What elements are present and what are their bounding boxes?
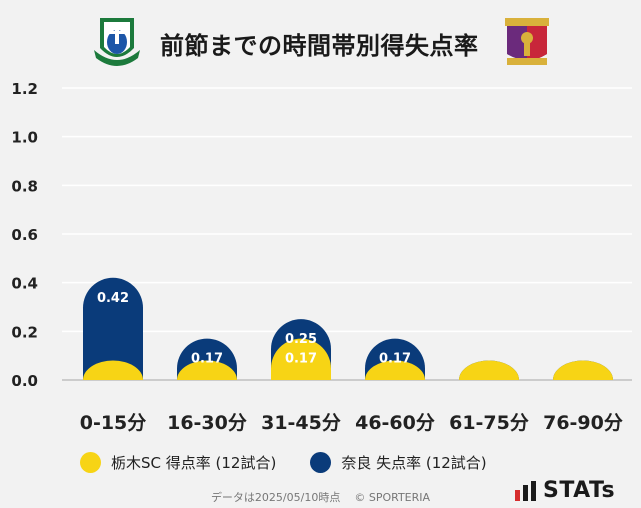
bar-home (83, 360, 143, 380)
bar-home (365, 360, 425, 380)
y-tick-label: 1.0 (11, 129, 38, 147)
legend-label-home: 栃木SC 得点率 (12試合) (111, 453, 277, 472)
y-tick-label: 1.2 (11, 80, 38, 98)
data-label-home: 0.17 (285, 352, 317, 367)
bar-home (177, 360, 238, 380)
data-label-away: 0.17 (379, 352, 411, 367)
bar-home (459, 360, 519, 380)
data-label-away: 0.42 (97, 291, 129, 306)
legend-item-home: 栃木SC 得点率 (12試合) (80, 451, 277, 473)
y-tick-label: 0.6 (11, 226, 38, 244)
bar-home (553, 360, 613, 380)
y-tick-label: 0.8 (11, 177, 38, 195)
grid-lines (62, 87, 632, 381)
x-tick-label: 46-60分 (355, 412, 435, 434)
footer-note: データは2025/05/10時点 © SPORTERIA (0, 489, 641, 505)
y-axis-ticks: 0.0 0.2 0.4 0.6 0.8 1.0 1.2 (11, 80, 38, 390)
x-tick-label: 0-15分 (80, 412, 147, 434)
x-tick-label: 61-75分 (449, 412, 529, 434)
stats-wordmark: STATs (543, 478, 616, 503)
nara-club-logo (503, 16, 551, 72)
stats-brand: STATs (515, 478, 615, 503)
bar-home (271, 338, 331, 380)
data-date: データは2025/05/10時点 (210, 491, 341, 504)
legend-swatch-away (310, 451, 332, 473)
legend-label-away: 奈良 失点率 (12試合) (341, 453, 487, 472)
copyright: © SPORTERIA (354, 491, 431, 504)
stats-bars-icon (515, 480, 536, 501)
legend-item-away: 奈良 失点率 (12試合) (310, 451, 487, 473)
legend: 栃木SC 得点率 (12試合) 奈良 失点率 (12試合) (80, 449, 521, 475)
x-axis-labels: 0-15分 16-30分 31-45分 46-60分 61-75分 76-90分 (80, 412, 623, 434)
chart-svg: 0.00.20.40.60.81.01.2 0.420.170.250.17 0.… (11, 80, 632, 434)
y-tick-label: 0.4 (11, 275, 38, 293)
bars: 0.42 0.17 0.25 0.17 0.17 (83, 277, 613, 380)
y-tick-label: 0.2 (11, 323, 38, 341)
bar-away (83, 277, 143, 380)
x-tick-label: 31-45分 (261, 412, 341, 434)
header: 前節までの時間帯別得失点率 (0, 0, 641, 80)
x-tick-label: 16-30分 (167, 412, 247, 434)
legend-swatch-home (80, 451, 101, 473)
x-tick-label: 76-90分 (543, 412, 623, 434)
tochigi-sc-logo (92, 14, 142, 72)
data-label-away: 0.25 (285, 332, 317, 347)
data-label-away: 0.17 (191, 352, 223, 367)
chart-title: 前節までの時間帯別得失点率 (160, 32, 479, 60)
y-tick-label: 0.0 (11, 372, 38, 390)
